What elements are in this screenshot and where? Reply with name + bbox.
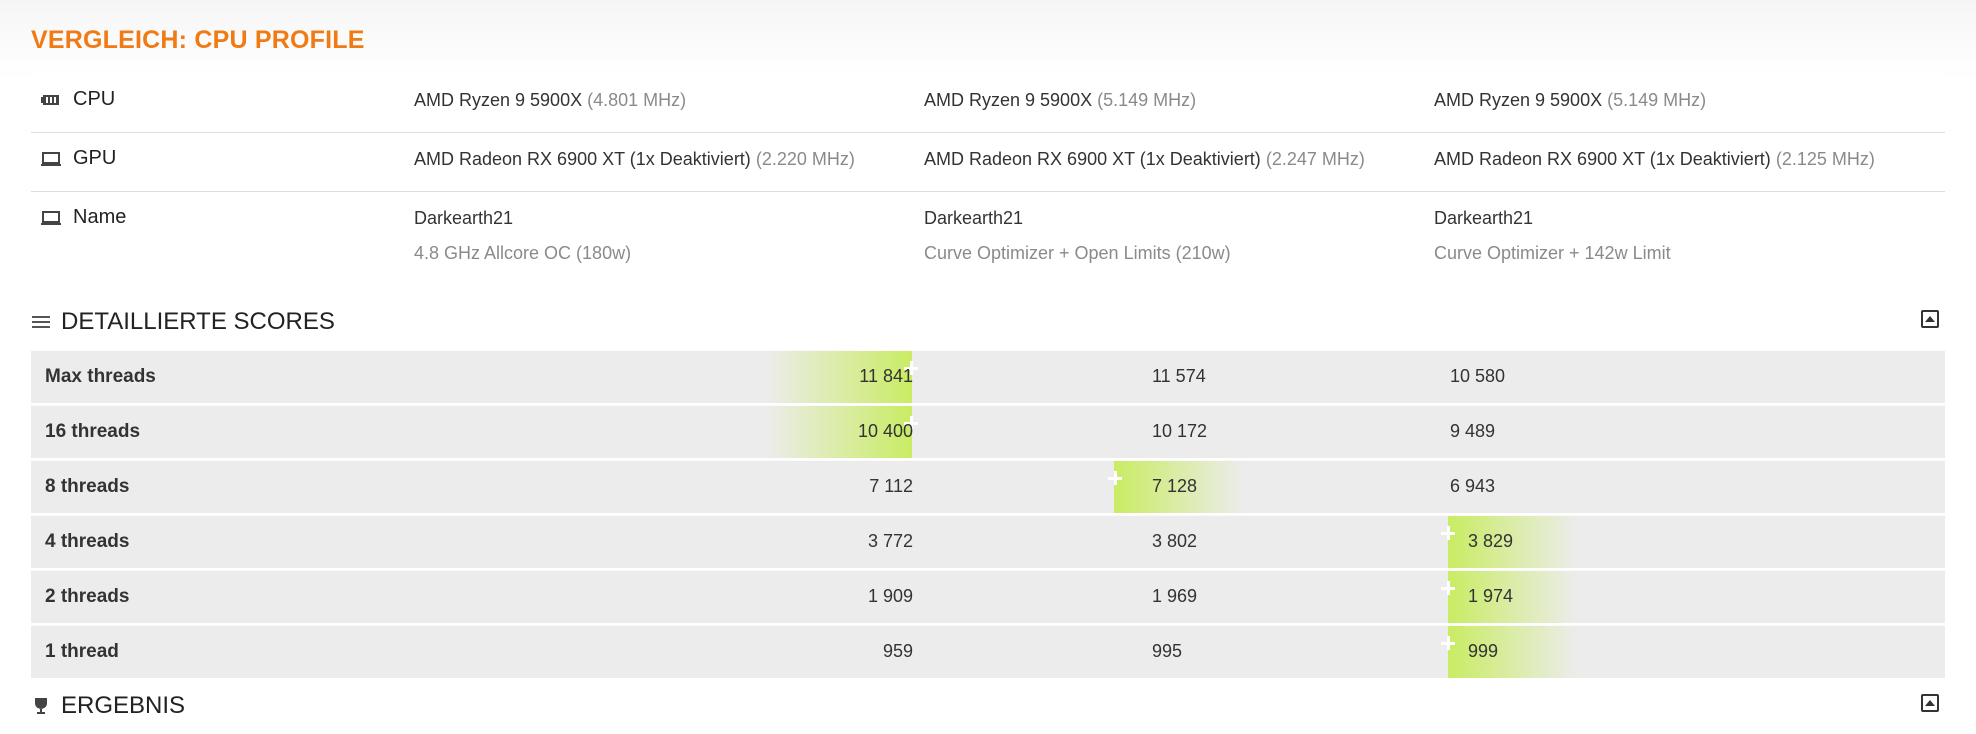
score-value: 3 802 — [1152, 531, 1198, 551]
cpu-model: AMD Ryzen 9 5900X — [1434, 90, 1603, 110]
scores-section-title: DETAILLIERTE SCORES — [61, 308, 335, 335]
plus-icon — [1441, 636, 1455, 650]
gpu-model: AMD Radeon RX 6900 XT (1x Deaktiviert) — [924, 149, 1261, 169]
table-row: Max threads 11 841 11 574 10 580 — [31, 350, 1945, 403]
row-label: 16 threads — [45, 421, 141, 442]
score-value: 3 772 — [867, 531, 913, 551]
best-score-highlight — [1448, 516, 1578, 568]
plus-icon — [1441, 581, 1455, 595]
cpu-clock: (5.149 MHz) — [1097, 90, 1197, 110]
spec-cell: Darkearth21 Curve Optimizer + Open Limits… — [924, 208, 1231, 264]
spec-label-text: Name — [73, 206, 127, 228]
collapse-result-button[interactable] — [1921, 694, 1939, 712]
gpu-clock: (2.125 MHz) — [1775, 149, 1875, 169]
cpu-model: AMD Ryzen 9 5900X — [414, 90, 583, 110]
plus-icon — [1108, 471, 1122, 485]
score-value: 1 969 — [1152, 586, 1198, 606]
spec-label-text: CPU — [73, 88, 116, 110]
spec-cell: AMD Radeon RX 6900 XT (1x Deaktiviert) (… — [414, 149, 855, 170]
cpu-clock: (4.801 MHz) — [587, 90, 687, 110]
plus-icon — [904, 416, 918, 430]
score-value: 995 — [1152, 641, 1183, 661]
result-section-title: ERGEBNIS — [61, 692, 186, 719]
score-value: 7 112 — [869, 476, 913, 496]
gpu-model: AMD Radeon RX 6900 XT (1x Deaktiviert) — [1434, 149, 1771, 169]
score-value: 1 909 — [867, 586, 913, 606]
gpu-clock: (2.247 MHz) — [1265, 149, 1365, 169]
best-score-highlight — [1114, 461, 1244, 513]
row-label: 8 threads — [45, 476, 130, 497]
laptop-icon — [41, 210, 61, 225]
score-value: 6 943 — [1450, 476, 1496, 496]
spec-cell: AMD Radeon RX 6900 XT (1x Deaktiviert) (… — [1434, 149, 1875, 170]
profile-description: Curve Optimizer + 142w Limit — [1434, 243, 1671, 263]
score-value: 3 829 — [1468, 531, 1514, 551]
score-value: 999 — [1468, 641, 1499, 661]
table-row: 4 threads 3 772 3 802 3 829 — [31, 515, 1945, 568]
result-section-header: ERGEBNIS — [31, 684, 1945, 728]
score-value: 7 128 — [1152, 476, 1198, 496]
user-name: Darkearth21 — [924, 208, 1024, 228]
table-row: 2 threads 1 909 1 969 1 974 — [31, 570, 1945, 623]
score-value: 11 841 — [859, 366, 913, 386]
scores-section-header: DETAILLIERTE SCORES — [31, 300, 1945, 344]
best-score-highlight — [1448, 626, 1578, 678]
row-label: Max threads — [45, 366, 156, 387]
monitor-icon — [41, 151, 61, 166]
best-score-highlight — [766, 351, 912, 403]
profile-description: 4.8 GHz Allcore OC (180w) — [414, 243, 632, 263]
cpu-model: AMD Ryzen 9 5900X — [924, 90, 1093, 110]
best-score-highlight — [766, 406, 912, 458]
table-row: 8 threads 7 112 7 128 6 943 — [31, 460, 1945, 513]
best-score-highlight — [1448, 571, 1578, 623]
spec-cell: AMD Radeon RX 6900 XT (1x Deaktiviert) (… — [924, 149, 1365, 170]
spec-label-gpu: GPU — [41, 147, 116, 170]
score-value: 10 580 — [1450, 366, 1506, 386]
spec-cell: AMD Ryzen 9 5900X (4.801 MHz) — [414, 90, 686, 111]
score-value: 959 — [882, 641, 913, 661]
user-name: Darkearth21 — [1434, 208, 1534, 228]
collapse-scores-button[interactable] — [1921, 310, 1939, 328]
spec-cell: AMD Ryzen 9 5900X (5.149 MHz) — [1434, 90, 1706, 111]
plus-icon — [1441, 526, 1455, 540]
cpu-clock: (5.149 MHz) — [1607, 90, 1707, 110]
user-name: Darkearth21 — [414, 208, 514, 228]
spec-label-name: Name — [41, 206, 126, 229]
page-title: VERGLEICH: CPU PROFILE — [31, 26, 365, 54]
spec-cell: AMD Ryzen 9 5900X (5.149 MHz) — [924, 90, 1196, 111]
spec-row-cpu: CPU AMD Ryzen 9 5900X (4.801 MHz) AMD Ry… — [31, 74, 1945, 133]
spec-cell: Darkearth21 Curve Optimizer + 142w Limit — [1434, 208, 1671, 264]
gpu-model: AMD Radeon RX 6900 XT (1x Deaktiviert) — [414, 149, 751, 169]
score-value: 10 172 — [1152, 421, 1208, 441]
scores-table: Max threads 11 841 11 574 10 580 16 thre… — [31, 350, 1945, 680]
table-row: 16 threads 10 400 10 172 9 489 — [31, 405, 1945, 458]
spec-label-text: GPU — [73, 147, 117, 169]
trophy-icon — [35, 698, 47, 714]
gpu-clock: (2.220 MHz) — [755, 149, 855, 169]
spec-row-name: Name Darkearth21 4.8 GHz Allcore OC (180w… — [31, 192, 1945, 284]
spec-row-gpu: GPU AMD Radeon RX 6900 XT (1x Deaktivier… — [31, 133, 1945, 192]
profile-description: Curve Optimizer + Open Limits (210w) — [924, 243, 1231, 263]
spec-cell: Darkearth21 4.8 GHz Allcore OC (180w) — [414, 208, 631, 264]
row-label: 4 threads — [45, 531, 130, 552]
row-label: 1 thread — [45, 641, 119, 662]
plus-icon — [904, 361, 918, 375]
score-value: 1 974 — [1468, 586, 1514, 606]
spec-table: CPU AMD Ryzen 9 5900X (4.801 MHz) AMD Ry… — [31, 74, 1945, 284]
spec-label-cpu: CPU — [41, 88, 115, 111]
score-value: 9 489 — [1450, 421, 1496, 441]
table-row: 1 thread 959 995 999 — [31, 625, 1945, 678]
list-icon — [32, 316, 50, 328]
score-value: 10 400 — [857, 421, 913, 441]
row-label: 2 threads — [45, 586, 130, 607]
score-value: 11 574 — [1152, 366, 1206, 386]
cpu-icon — [41, 94, 59, 105]
